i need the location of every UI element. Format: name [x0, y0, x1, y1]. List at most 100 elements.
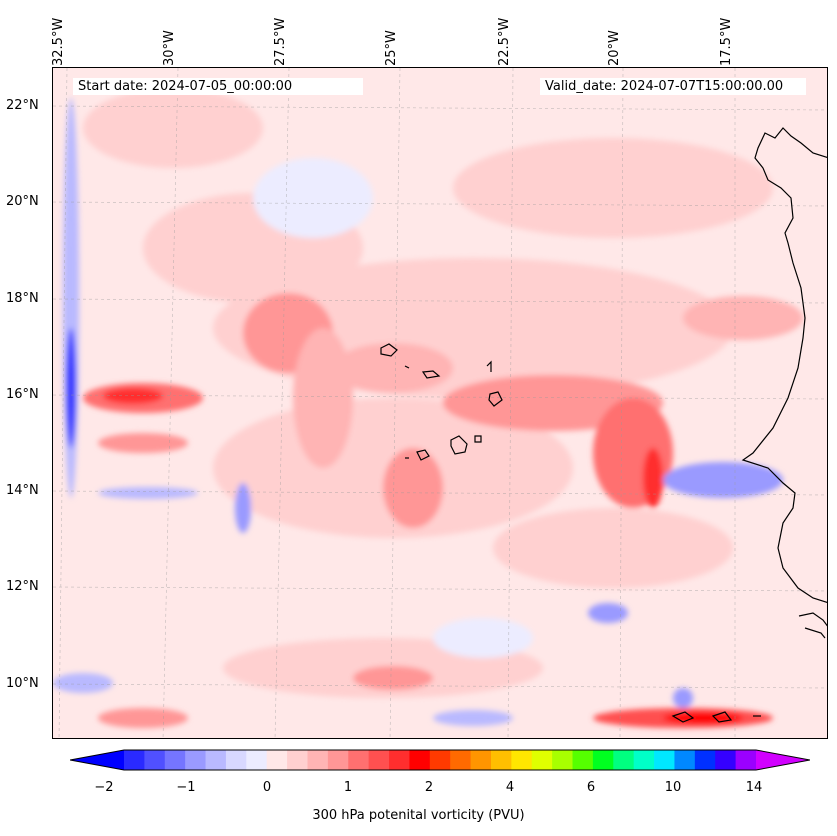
colorbar-cell [368, 750, 390, 770]
island [488, 391, 503, 407]
islands [380, 343, 761, 723]
colorbar-cell [348, 750, 370, 770]
colorbar-cell [674, 750, 696, 770]
pv-patch [333, 343, 453, 393]
colorbar-cell [633, 750, 655, 770]
island [711, 711, 733, 723]
colorbar-title: 300 hPa potenital vorticity (PVU) [312, 808, 525, 823]
pv-patch [98, 433, 188, 453]
pv-patch [663, 712, 743, 724]
gridline [274, 68, 290, 738]
coastline-islands [798, 612, 827, 639]
colorbar-cell [185, 750, 207, 770]
pv-patch [588, 603, 628, 623]
colorbar-cell [470, 750, 492, 770]
pv-patch [673, 688, 693, 708]
gridline [619, 68, 624, 738]
colorbar-extend-min [70, 750, 124, 770]
island [450, 435, 468, 455]
island [671, 711, 695, 723]
colorbar-cell [735, 750, 757, 770]
colorbar-cell [552, 750, 574, 770]
pv-patch [383, 448, 443, 528]
island [421, 370, 441, 379]
pv-patch [663, 462, 783, 498]
colorbar-cells [70, 749, 810, 771]
cbar-tick-2: 2 [424, 780, 434, 795]
colorbar-cell [205, 750, 227, 770]
gridline [389, 68, 401, 738]
lat-label-16n: 16°N [6, 387, 39, 402]
pv-patch [98, 487, 198, 499]
colorbar-cell [511, 750, 533, 770]
valid-date-label: Valid_date: 2024-07-07T15:00:00.00 [540, 78, 806, 95]
colorbar-cell [327, 750, 349, 770]
pv-patch [66, 328, 76, 448]
colorbar-cell [592, 750, 614, 770]
start-date-text: Start date: 2024-07-05_00:00:00 [78, 79, 293, 94]
colorbar-cell [287, 750, 308, 770]
colorbar-cell [164, 750, 186, 770]
lon-label-20w: 20°W [607, 30, 622, 66]
valid-date-text: Valid_date: 2024-07-07T15:00:00.00 [545, 79, 784, 94]
colorbar-cell [490, 750, 512, 770]
colorbar [70, 749, 810, 771]
map-area[interactable] [52, 67, 828, 739]
gridlines [53, 68, 827, 738]
gridline [507, 68, 514, 738]
cbar-tick-1: 1 [343, 780, 353, 795]
lat-label-18n: 18°N [6, 291, 39, 306]
pv-patch [235, 483, 251, 533]
cbar-tick-neg1: −1 [176, 780, 196, 795]
pv-patch [83, 88, 263, 168]
colorbar-cell [266, 750, 288, 770]
coastline [741, 127, 827, 604]
gridline [58, 68, 68, 738]
colorbar-extend-max [756, 750, 810, 770]
cbar-tick-neg2: −2 [94, 780, 114, 795]
island [380, 343, 398, 357]
colorbar-cell [124, 750, 145, 770]
lon-label-25w: 25°W [384, 30, 399, 66]
colorbar-cell [572, 750, 594, 770]
lon-label-17-5w: 17.5°W [719, 17, 734, 66]
island [474, 435, 482, 443]
pv-patch [103, 388, 163, 404]
colorbar-cell [144, 750, 166, 770]
pv-patch [493, 508, 733, 588]
colorbar-cell [246, 750, 268, 770]
colorbar-cell [654, 750, 675, 770]
lat-label-20n: 20°N [6, 194, 39, 209]
lat-label-22n: 22°N [6, 98, 39, 113]
gridline [162, 68, 179, 738]
colorbar-cell [531, 750, 553, 770]
pv-patch [433, 618, 533, 658]
colorbar-cell [225, 750, 247, 770]
colorbar-cell [450, 750, 472, 770]
pv-patch [98, 708, 188, 728]
pv-field-map [53, 68, 827, 738]
island [404, 365, 410, 369]
lon-label-22-5w: 22.5°W [497, 17, 512, 66]
pv-patch [353, 666, 433, 690]
pv-patch [433, 710, 513, 726]
colorbar-cell [389, 750, 410, 770]
island [486, 360, 492, 372]
colorbar-cell [694, 750, 716, 770]
pv-patch [453, 138, 773, 238]
colorbar-cell [715, 750, 737, 770]
island [416, 449, 430, 461]
lon-label-30w: 30°W [162, 30, 177, 66]
colorbar-cell [307, 750, 329, 770]
colorbar-cell [429, 750, 451, 770]
start-date-label: Start date: 2024-07-05_00:00:00 [73, 78, 363, 95]
cbar-tick-6: 6 [586, 780, 596, 795]
pv-patch [683, 296, 803, 340]
cbar-tick-10: 10 [664, 780, 682, 795]
cbar-tick-0: 0 [262, 780, 272, 795]
colorbar-outline [70, 749, 810, 771]
pv-patch [293, 328, 353, 468]
cbar-tick-4: 4 [505, 780, 515, 795]
pv-patch [643, 448, 663, 508]
pv-contours [53, 88, 803, 728]
